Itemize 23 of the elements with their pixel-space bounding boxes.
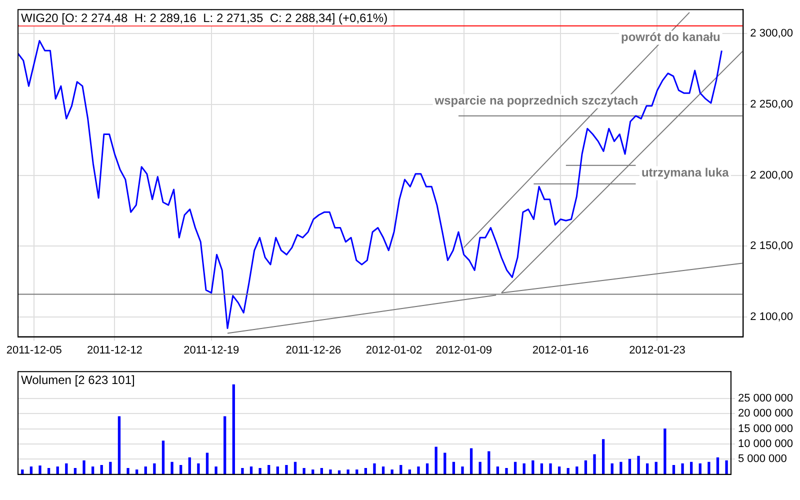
y-tick-label: 15 000 000 bbox=[738, 422, 794, 435]
x-tick-label: 2011-12-05 bbox=[6, 344, 62, 356]
y-tick-label: 5 000 000 bbox=[738, 453, 787, 466]
x-tick-label: 2012-01-16 bbox=[532, 344, 589, 356]
y-tick-label: 20 000 000 bbox=[738, 408, 794, 420]
x-tick-label: 2011-12-26 bbox=[286, 344, 342, 356]
x-tick-label: 2012-01-23 bbox=[629, 344, 686, 356]
x-tick-label: 2011-12-12 bbox=[86, 344, 142, 356]
chart-title: WIG20 [O: 2 274,48 H: 2 289,16 L: 2 271,35 C: 2 288,34] (+0,61%) bbox=[21, 10, 388, 25]
y-tick-label: 2 300,00 bbox=[750, 28, 794, 40]
chart-title: Wolumen [2 623 101] bbox=[21, 372, 135, 387]
x-tick-label: 2012-01-09 bbox=[436, 344, 492, 356]
y-tick-label: 2 250,00 bbox=[750, 98, 794, 111]
y-tick-label: 2 200,00 bbox=[750, 169, 794, 182]
annotation: utrzymana luka bbox=[641, 166, 730, 180]
annotation: wsparcie na poprzednich szczytach bbox=[434, 94, 638, 108]
y-tick-label: 10 000 000 bbox=[738, 438, 794, 450]
x-tick-label: 2011-12-19 bbox=[184, 344, 240, 356]
annotation: powrót do kanału bbox=[620, 30, 720, 44]
y-tick-label: 2 100,00 bbox=[750, 311, 794, 323]
y-tick-label: 25 000 000 bbox=[738, 392, 794, 404]
x-tick-label: 2012-01-02 bbox=[366, 344, 422, 356]
y-tick-label: 2 150,00 bbox=[750, 240, 794, 252]
